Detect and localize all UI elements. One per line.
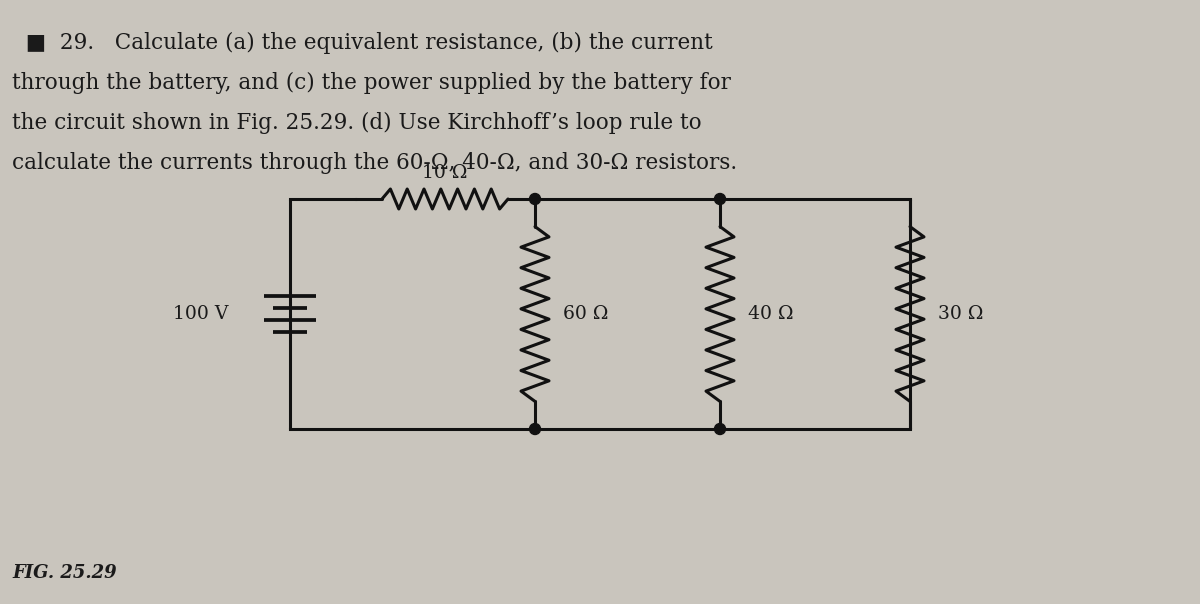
Text: 40 Ω: 40 Ω <box>748 305 793 323</box>
Text: 100 V: 100 V <box>173 305 228 323</box>
Circle shape <box>714 193 726 205</box>
Text: 30 Ω: 30 Ω <box>938 305 983 323</box>
Circle shape <box>529 193 540 205</box>
Text: through the battery, and (c) the power supplied by the battery for: through the battery, and (c) the power s… <box>12 72 731 94</box>
Text: 10 Ω: 10 Ω <box>422 164 468 182</box>
Text: calculate the currents through the 60-Ω, 40-Ω, and 30-Ω resistors.: calculate the currents through the 60-Ω,… <box>12 152 737 174</box>
Text: ■  29.   Calculate (a) the equivalent resistance, (b) the current: ■ 29. Calculate (a) the equivalent resis… <box>12 32 713 54</box>
Text: FIG. 25.29: FIG. 25.29 <box>12 564 116 582</box>
Text: 60 Ω: 60 Ω <box>563 305 608 323</box>
Circle shape <box>714 423 726 434</box>
Circle shape <box>529 423 540 434</box>
Text: the circuit shown in Fig. 25.29. (d) Use Kirchhoff’s loop rule to: the circuit shown in Fig. 25.29. (d) Use… <box>12 112 702 134</box>
